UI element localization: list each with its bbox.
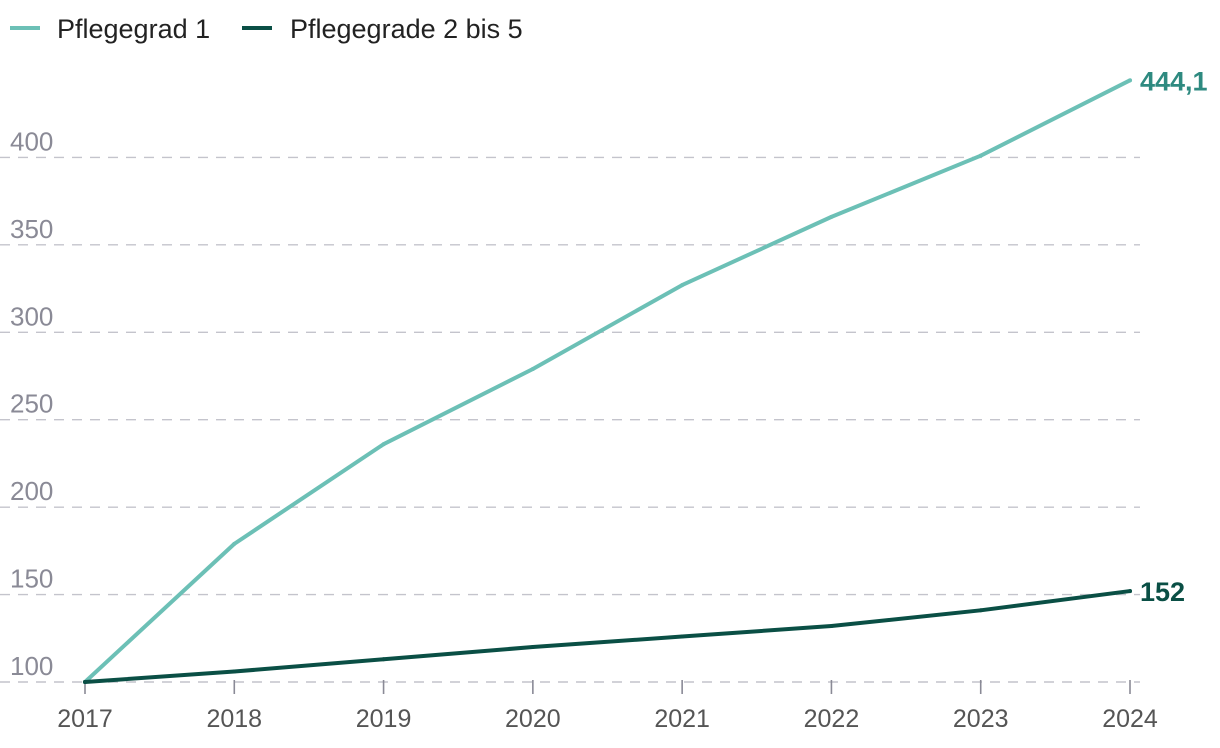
data-point-pflegegrade-2-bis-5-2017 [83,680,87,684]
data-point-pflegegrad-1-2022 [829,214,834,219]
data-point-pflegegrad-1-2019 [381,442,386,447]
data-point-pflegegrad-1-2024 [1128,78,1132,83]
y-tick-label-100: 100 [10,651,53,681]
series-line-pflegegrade-2-bis-5 [83,589,1132,684]
y-tick-label-200: 200 [10,476,53,506]
series-layer [83,78,1132,684]
end-label-pflegegrade-2-bis-5: 152 [1140,577,1185,607]
data-point-pflegegrade-2-bis-5-2022 [829,624,834,629]
data-point-pflegegrad-1-2020 [530,367,535,372]
x-tick-label-2023: 2023 [953,705,1009,733]
data-point-pflegegrad-1-2023 [978,153,983,158]
y-tick-label-300: 300 [10,301,53,331]
series-line-pflegegrad-1 [83,78,1132,684]
data-point-pflegegrade-2-bis-5-2019 [381,657,386,662]
x-tick-label-2022: 2022 [804,705,860,733]
x-tick-label-2024: 2024 [1102,705,1158,733]
x-tick-label-2019: 2019 [356,705,412,733]
data-point-pflegegrade-2-bis-5-2021 [680,634,685,639]
x-tick-label-2021: 2021 [654,705,710,733]
y-tick-label-250: 250 [10,389,53,419]
x-tick-label-2018: 2018 [206,705,262,733]
x-axis: 2017 2018 2019 2020 2021 2022 2023 2024 [57,680,1158,733]
data-point-pflegegrade-2-bis-5-2024 [1128,589,1132,594]
y-tick-label-150: 150 [10,564,53,594]
y-tick-label-350: 350 [10,214,53,244]
legend-label-pflegegrad-1: Pflegegrad 1 [57,14,210,44]
data-point-pflegegrad-1-2018 [232,541,237,546]
legend: Pflegegrad 1 Pflegegrade 2 bis 5 [10,14,523,44]
legend-label-pflegegrade-2-bis-5: Pflegegrade 2 bis 5 [290,14,523,44]
data-point-pflegegrad-1-2021 [680,283,685,288]
y-tick-label-400: 400 [10,126,53,156]
x-tick-label-2017: 2017 [57,705,113,733]
x-tick-label-2020: 2020 [505,705,561,733]
end-label-pflegegrad-1: 444,1 [1140,66,1208,96]
data-point-pflegegrade-2-bis-5-2018 [232,669,237,674]
y-axis: 100 150 200 250 300 350 400 [10,126,53,681]
data-point-pflegegrade-2-bis-5-2023 [978,608,983,613]
end-labels: 444,1 152 [1140,66,1208,607]
gridlines [0,156,1140,683]
data-point-pflegegrade-2-bis-5-2020 [530,645,535,650]
